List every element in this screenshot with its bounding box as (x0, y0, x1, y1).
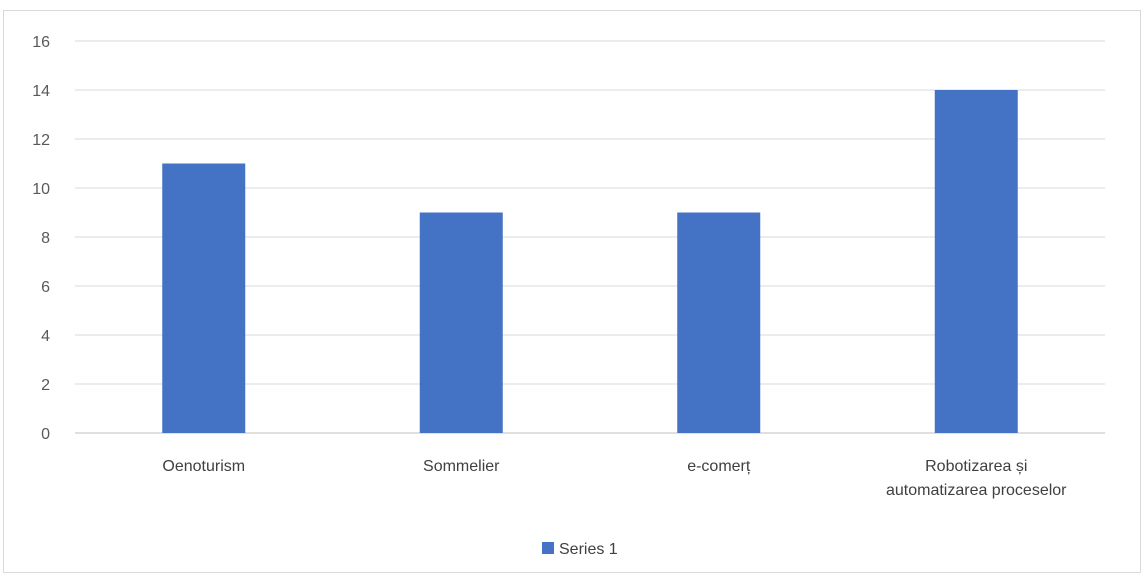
x-tick-label: automatizarea proceselor (886, 482, 1067, 499)
y-tick-label: 14 (32, 83, 50, 100)
bar-3 (677, 212, 761, 433)
y-tick-label: 16 (32, 34, 50, 51)
y-tick-label: 0 (41, 426, 50, 443)
legend-label: Series 1 (559, 541, 618, 558)
legend-swatch (542, 542, 554, 554)
bar-1 (162, 163, 246, 433)
x-tick-label: Oenoturism (162, 458, 245, 475)
x-tick-label: Robotizarea și (925, 458, 1027, 475)
y-tick-label: 6 (41, 279, 50, 296)
y-tick-label: 2 (41, 377, 50, 394)
y-tick-label: 10 (32, 181, 50, 198)
bar-4 (934, 90, 1018, 433)
bar-2 (419, 212, 503, 433)
y-tick-label: 4 (41, 328, 50, 345)
x-tick-label: Sommelier (423, 458, 500, 475)
x-tick-label: e-comerț (687, 458, 751, 475)
y-tick-label: 8 (41, 230, 50, 247)
y-tick-label: 12 (32, 132, 50, 149)
